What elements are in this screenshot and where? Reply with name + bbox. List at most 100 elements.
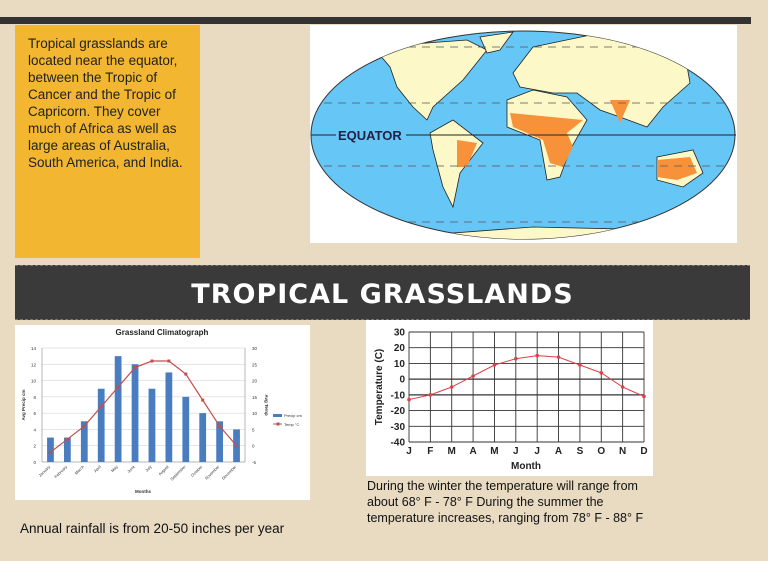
temp-point (65, 437, 69, 441)
x-tick-label: M (448, 446, 456, 457)
temp-point (184, 372, 188, 376)
x-tick-label: M (490, 446, 498, 457)
legend-precip-label: Precip cm (284, 413, 302, 418)
x-tick-label: November (204, 464, 221, 481)
x-tick-label: December (221, 464, 238, 481)
precip-bar (199, 413, 207, 462)
precip-bar (131, 364, 139, 462)
temp-point (116, 385, 120, 389)
temp-point (201, 398, 205, 402)
temp-point (48, 450, 52, 454)
banner-title: TROPICAL GRASSLANDS (191, 279, 574, 310)
greenland (479, 31, 514, 54)
temperature-point (471, 374, 475, 378)
legend-temp-marker (276, 422, 280, 426)
temperature-point (599, 371, 604, 375)
y-tick-label: 10 (31, 379, 37, 384)
x-tick-label: August (157, 464, 170, 477)
y2-tick-label: 5 (252, 427, 255, 432)
top-divider-bar (0, 17, 751, 24)
temperature-point (620, 385, 625, 389)
y-tick-label: -10 (391, 390, 406, 401)
y2-tick-label: 20 (252, 379, 258, 384)
y2-tick-label: 15 (252, 395, 258, 400)
precip-bar (216, 421, 224, 462)
y2-tick-label: 10 (252, 411, 258, 416)
y-tick-label: -40 (391, 438, 406, 449)
equator-label: EQUATOR (338, 128, 402, 143)
x-tick-label: S (577, 446, 584, 457)
x-tick-label: April (93, 464, 102, 473)
temperature-line (408, 355, 645, 401)
rainfall-description: Annual rainfall is from 20-50 inches per… (20, 521, 285, 536)
y-tick-label: -20 (391, 406, 406, 417)
x-tick-label: F (427, 446, 433, 457)
temperature-point (407, 397, 411, 402)
x-tick-label: J (534, 446, 540, 457)
x-tick-label: July (144, 464, 153, 473)
temp-point (218, 424, 222, 428)
x-tick-label: October (190, 464, 204, 478)
precip-bar (165, 372, 173, 462)
y2-tick-label: -5 (252, 460, 256, 465)
temperature-point (556, 355, 561, 359)
temperature-point (578, 363, 582, 367)
y2-tick-label: 0 (252, 444, 255, 449)
y-tick-label: 0 (33, 460, 36, 465)
chart-title: Grassland Climatograph (116, 328, 209, 337)
temp-point (150, 359, 154, 363)
y-tick-label: 30 (394, 328, 406, 339)
x-axis-label: Months (135, 489, 151, 494)
x-tick-label: June (126, 464, 136, 474)
temperature-chart: 30 20 10 0 -10 -20 -30 -40 J F M A M J J A S O N D Month Temp… (366, 320, 653, 476)
temp-line (50, 360, 237, 453)
y-axis-label: Avg Precip cm (21, 389, 26, 420)
temp-point (235, 444, 239, 448)
x-tick-label: J (513, 446, 519, 457)
temp-point (133, 366, 137, 370)
temp-point (167, 359, 171, 363)
intro-text: Tropical grasslands are located near the… (28, 36, 183, 170)
south-america (429, 119, 484, 209)
x-tick-label: N (619, 446, 626, 457)
y-tick-label: 10 (394, 359, 406, 370)
y-tick-label: 0 (399, 375, 405, 386)
temp-point (82, 424, 86, 428)
temperature-point (449, 385, 454, 389)
y-tick-label: 12 (31, 362, 37, 367)
y-tick-label: 2 (33, 444, 36, 449)
temperature-point (514, 356, 518, 361)
climatograph-chart: Grassland Climatograph 0 2 4 6 8 10 12 14 -5 0 5 10 1… (15, 325, 310, 500)
y-axis-label: Temperature (C) (374, 349, 385, 426)
x-tick-label: February (53, 464, 68, 479)
title-banner: TROPICAL GRASSLANDS (15, 265, 750, 320)
temperature-description: During the winter the temperature will r… (367, 479, 644, 525)
x-tick-label: May (110, 464, 119, 473)
y-tick-label: 8 (33, 395, 36, 400)
y-tick-label: 20 (394, 343, 406, 354)
x-tick-label: O (597, 446, 605, 457)
precip-bar (114, 356, 122, 462)
legend-precip-swatch (273, 414, 282, 417)
temp-point (99, 405, 103, 409)
y2-tick-label: 25 (252, 362, 258, 367)
x-tick-label: January (38, 464, 52, 478)
temperature-point (492, 363, 497, 367)
x-tick-label: A (555, 446, 562, 457)
x-tick-label: September (169, 464, 187, 482)
world-map: EQUATOR (310, 25, 737, 243)
precip-bar (47, 437, 54, 462)
x-tick-label: D (640, 446, 647, 457)
north-america (372, 39, 488, 121)
intro-text-box: Tropical grasslands are located near the… (15, 25, 200, 258)
grassland-regions (457, 100, 697, 180)
y2-axis-label: Avg Temp (264, 394, 269, 416)
x-tick-label: A (469, 446, 476, 457)
precip-bar (148, 388, 156, 462)
precip-bar (80, 421, 88, 462)
y-tick-label: -30 (391, 422, 406, 433)
temperature-point (428, 393, 433, 397)
precip-bar (97, 388, 105, 462)
x-tick-label: J (406, 446, 412, 457)
temperature-point (642, 394, 646, 399)
